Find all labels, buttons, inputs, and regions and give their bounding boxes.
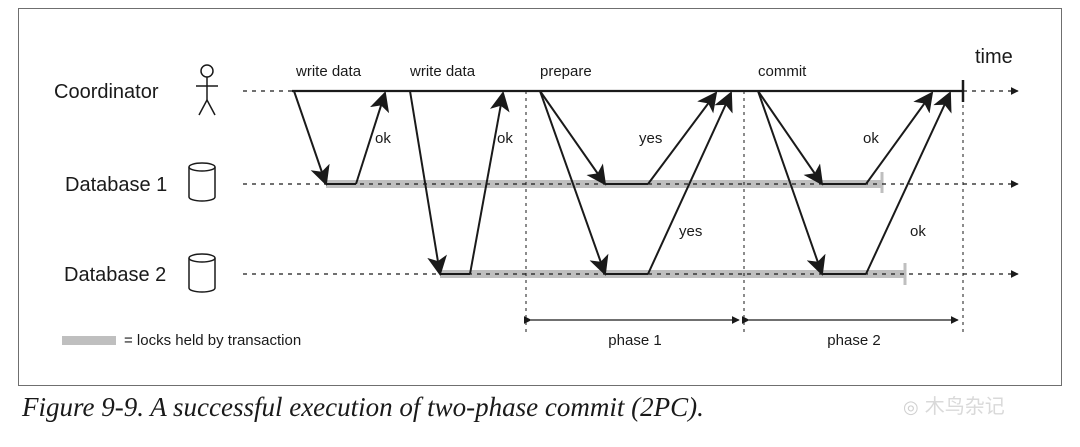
- phase1-label: phase 1: [608, 332, 661, 349]
- legend-text: = locks held by transaction: [124, 332, 301, 349]
- watermark-text: 木鸟杂记: [924, 394, 1005, 418]
- arrow-yes-db1: [647, 91, 718, 185]
- arrow-prepare-db2: [539, 90, 609, 276]
- database2-cylinder-icon: [188, 253, 216, 293]
- lock-bar-db2: [440, 270, 905, 278]
- phase2-label: phase 2: [827, 332, 880, 349]
- ok-write2-label: ok: [497, 130, 513, 147]
- database1-cylinder-icon: [188, 162, 216, 202]
- ok-write1-label: ok: [375, 130, 391, 147]
- yes-db2-label: yes: [679, 223, 702, 240]
- wechat-icon: ◎: [903, 397, 919, 418]
- write-data-label-2: write data: [409, 63, 476, 80]
- arrow-commit-db2: [757, 90, 826, 276]
- arrow-write1-ok: [355, 91, 390, 185]
- ok-commit-db1-label: ok: [863, 130, 879, 147]
- phase-boundaries: [525, 91, 964, 332]
- arrow-commit-db1: [757, 90, 824, 186]
- commit-label: commit: [758, 63, 807, 80]
- arrow-yes-db2: [647, 91, 733, 275]
- arrow-prepare-db1: [539, 90, 607, 186]
- arrow-write2-request: [409, 90, 447, 276]
- figure-frame: [18, 8, 1062, 386]
- watermark: ◎ 木鸟杂记: [903, 390, 1005, 419]
- database2-label: Database 2: [64, 264, 166, 286]
- yes-db1-label: yes: [639, 130, 662, 147]
- coordinator-label: Coordinator: [54, 81, 159, 103]
- coordinator-person-icon: [196, 64, 218, 116]
- database1-label: Database 1: [65, 174, 167, 196]
- legend-lock-swatch: [62, 336, 116, 345]
- arrow-write1-request: [293, 90, 330, 186]
- time-label: time: [975, 46, 1013, 68]
- ok-commit-db2-label: ok: [910, 223, 926, 240]
- write-data-label-1: write data: [295, 63, 362, 80]
- arrow-ok-commit-db1: [865, 91, 934, 185]
- figure-caption: Figure 9-9. A successful execution of tw…: [22, 392, 704, 422]
- prepare-label: prepare: [540, 63, 592, 80]
- arrow-ok-commit-db2: [865, 91, 952, 275]
- messages: [293, 90, 952, 276]
- arrow-write2-ok: [469, 91, 510, 275]
